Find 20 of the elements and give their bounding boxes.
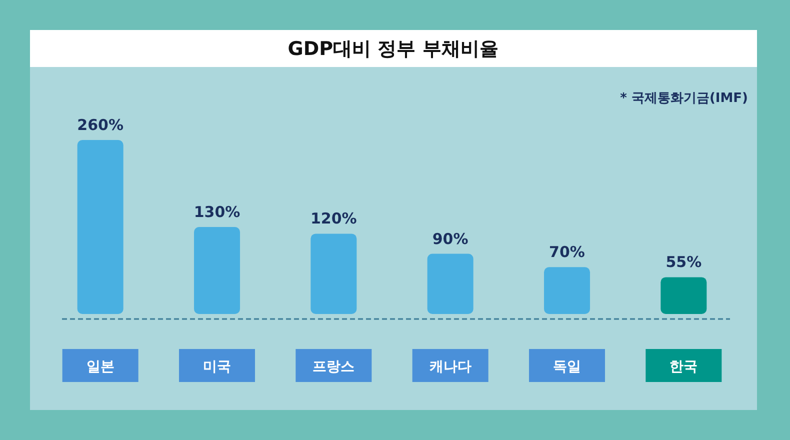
x-tick-label: 독일 [553, 359, 581, 375]
x-tick-label: 일본 [86, 359, 114, 375]
bar [427, 254, 474, 314]
data-label: 55% [666, 253, 702, 272]
x-tick-label: 프랑스 [312, 359, 355, 375]
data-label: 260% [77, 116, 124, 134]
chart-title: GDP대비 정부 부채비율 [288, 38, 498, 60]
bar [77, 140, 124, 314]
x-tick-label: 한국 [670, 359, 698, 375]
bar [544, 267, 590, 314]
x-tick-label: 캐나다 [429, 359, 472, 375]
data-label: 70% [549, 243, 585, 262]
data-label: 120% [310, 210, 357, 228]
bar [194, 227, 240, 314]
bar [310, 234, 357, 314]
x-tick-label: 미국 [203, 359, 231, 375]
bar [660, 277, 707, 314]
data-label: 130% [194, 203, 240, 221]
text: * 국제통화기금(IMF) [620, 91, 748, 106]
data-label: 90% [432, 230, 468, 248]
